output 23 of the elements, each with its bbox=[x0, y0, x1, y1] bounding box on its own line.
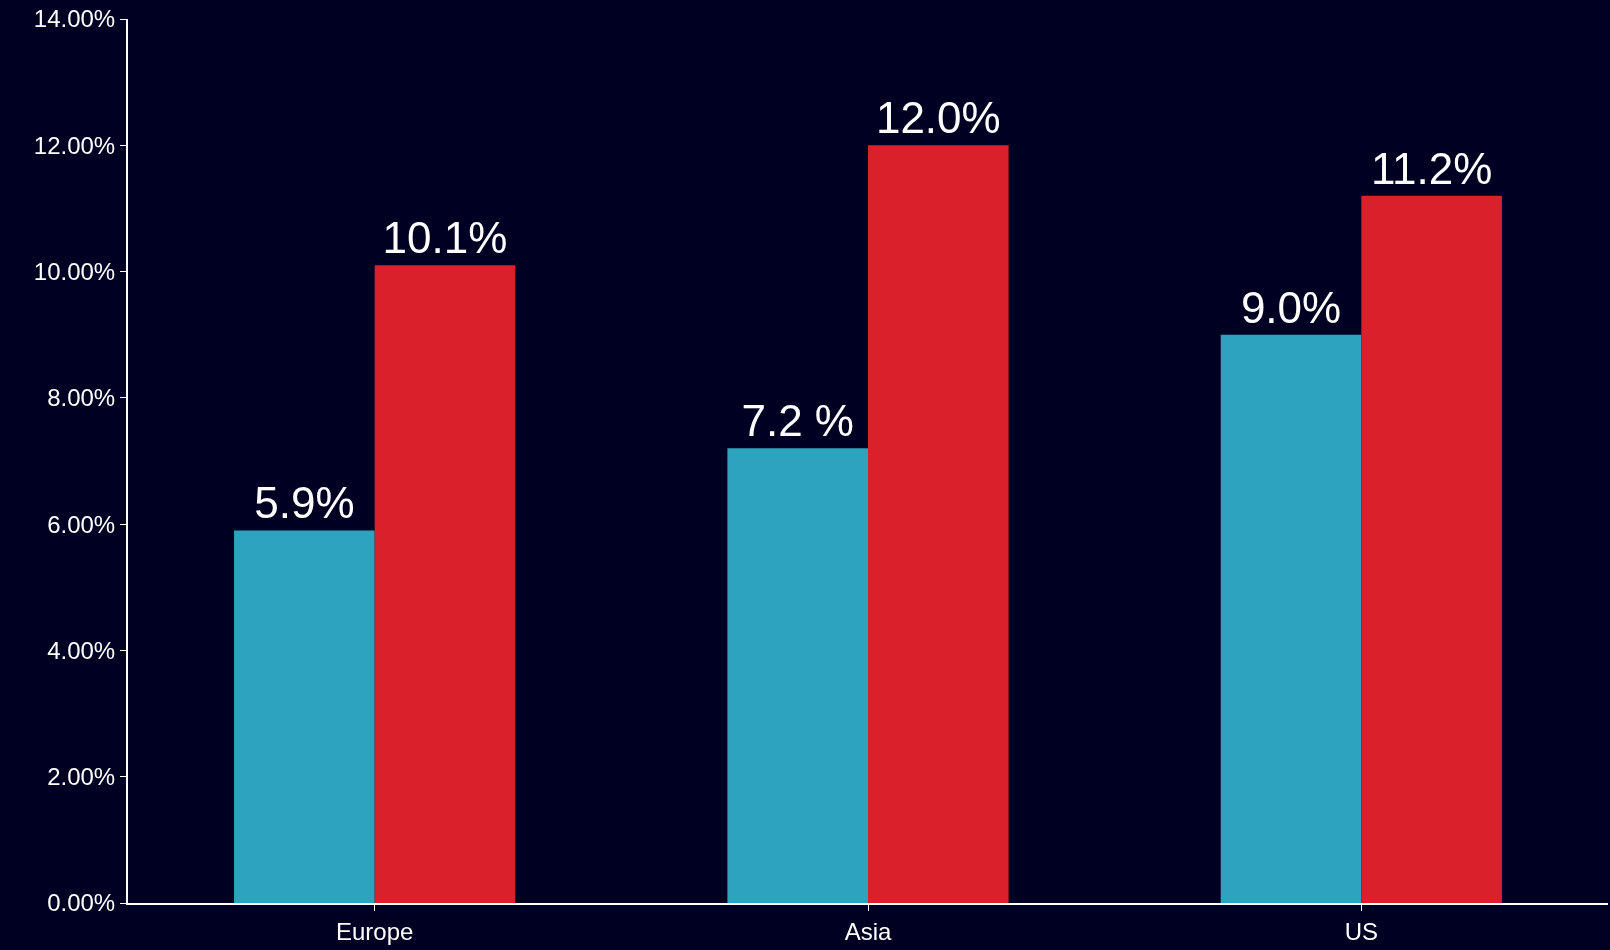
bar bbox=[868, 145, 1009, 903]
data-label: 9.0% bbox=[1240, 282, 1342, 332]
bar bbox=[234, 530, 375, 903]
data-label: 5.9% bbox=[254, 478, 355, 528]
y-tick-label: 4.00% bbox=[47, 636, 116, 664]
y-tick-label: 14.00% bbox=[33, 5, 116, 33]
y-tick-label: 10.00% bbox=[33, 257, 116, 285]
y-tick-label: 8.00% bbox=[47, 384, 116, 412]
data-label: 11.2% bbox=[1370, 143, 1493, 193]
x-tick-label: Europe bbox=[335, 917, 414, 945]
bar bbox=[1220, 334, 1362, 903]
x-tick-label: Asia bbox=[844, 917, 892, 945]
bar bbox=[374, 265, 516, 903]
y-tick-label: 12.00% bbox=[33, 131, 116, 159]
data-label: 12.0% bbox=[875, 93, 1001, 143]
x-tick-label: US bbox=[1344, 917, 1378, 945]
data-label: 10.1% bbox=[382, 213, 508, 263]
bar bbox=[1361, 195, 1502, 903]
data-label: 7.2 % bbox=[741, 396, 854, 446]
y-tick-label: 6.00% bbox=[47, 510, 116, 538]
y-tick-label: 2.00% bbox=[47, 763, 116, 791]
y-tick-label: 0.00% bbox=[47, 889, 116, 917]
bar bbox=[727, 448, 868, 903]
